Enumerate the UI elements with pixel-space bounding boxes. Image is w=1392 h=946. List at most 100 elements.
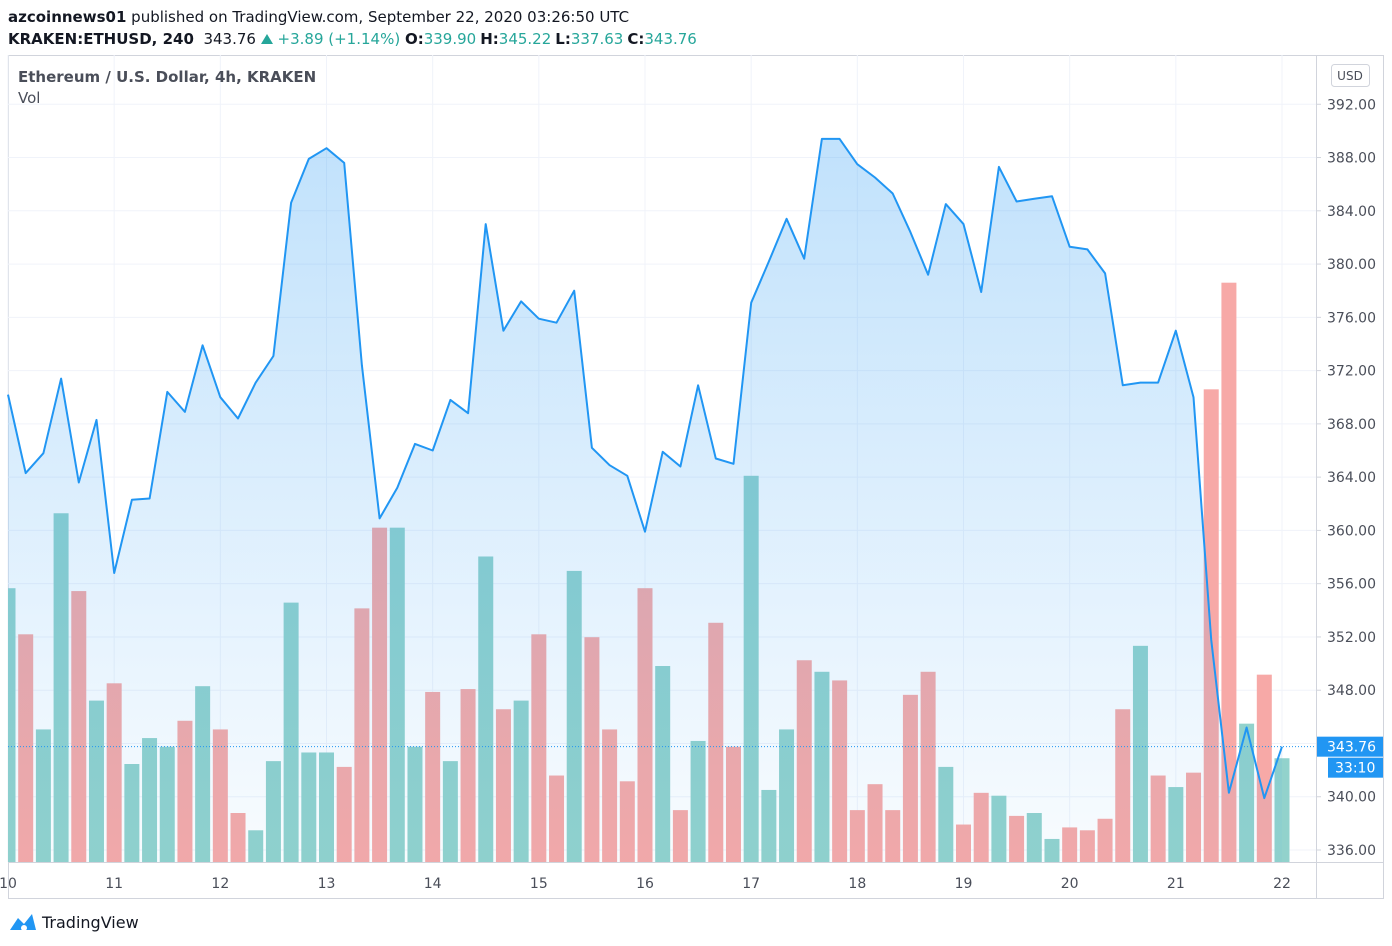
volume-bar <box>495 709 511 862</box>
volume-bar <box>460 689 476 862</box>
volume-bar <box>142 738 158 862</box>
volume-bar <box>442 761 458 862</box>
footer-brand: TradingView <box>41 913 139 932</box>
volume-bar <box>672 810 688 862</box>
volume-bar <box>1026 813 1042 862</box>
volume-bar <box>956 824 971 862</box>
y-tick-label: 392.00 <box>1327 97 1376 113</box>
volume-bar <box>18 634 34 862</box>
change: +3.89 (+1.14%) <box>277 30 401 48</box>
volume-bar <box>1150 775 1166 862</box>
y-tick-label: 348.00 <box>1327 683 1376 699</box>
volume-bar <box>478 556 494 862</box>
ohlc-value: 339.90 <box>423 30 477 48</box>
y-tick-label: 336.00 <box>1327 843 1376 859</box>
volume-bar <box>637 588 653 862</box>
volume-bar <box>708 622 724 862</box>
volume-bar <box>902 694 918 862</box>
volume-bar <box>867 784 883 862</box>
volume-bar <box>1256 674 1272 862</box>
ohlc-label: C: <box>627 30 645 48</box>
x-tick-label: 13 <box>318 876 336 892</box>
x-tick-label: 14 <box>424 876 442 892</box>
volume-bar <box>920 671 936 862</box>
x-tick-label: 11 <box>105 876 123 892</box>
y-tick-label: 368.00 <box>1327 417 1376 433</box>
volume-bar <box>301 752 317 862</box>
x-tick-label: 22 <box>1273 876 1291 892</box>
area-fill <box>8 138 1282 862</box>
y-tick-label: 384.00 <box>1327 204 1376 220</box>
ohlc-value: 343.76 <box>644 30 697 48</box>
currency-button[interactable] <box>1331 64 1370 87</box>
x-tick-label: 20 <box>1061 876 1079 892</box>
y-tick-label: 356.00 <box>1327 577 1376 593</box>
author: azcoinnews01 <box>8 8 127 26</box>
volume-bar <box>602 729 618 862</box>
volume-bar <box>1168 787 1184 862</box>
volume-bar <box>743 475 759 862</box>
volume-bar <box>1203 389 1219 862</box>
ohlc-label: O: <box>404 30 424 48</box>
volume-bar <box>761 789 777 862</box>
x-tick-label: 21 <box>1167 876 1185 892</box>
legend-vol: Vol <box>18 89 40 107</box>
volume-bar <box>248 830 264 862</box>
volume-bar <box>1115 709 1131 862</box>
volume-bar <box>8 588 16 862</box>
quote-line: KRAKEN:ETHUSD, 240 343.76 +3.89 (+1.14%)… <box>8 28 701 50</box>
volume-bar <box>725 746 741 862</box>
volume-bar <box>124 764 140 862</box>
x-tick-label: 15 <box>530 876 548 892</box>
ohlc: O:339.90 H:345.22 L:337.63 C:343.76 <box>405 30 701 48</box>
x-tick-label: 17 <box>742 876 760 892</box>
volume-bar <box>1186 772 1202 862</box>
currency[interactable]: USD <box>1337 69 1363 83</box>
volume-bar <box>1097 818 1113 862</box>
y-tick-label: 372.00 <box>1327 364 1376 380</box>
volume-bar <box>1044 838 1060 862</box>
last-price-box <box>1317 736 1383 757</box>
x-tick-label: 16 <box>636 876 654 892</box>
volume-bar <box>407 746 423 862</box>
x-tick-label: 12 <box>211 876 229 892</box>
volume-bar <box>655 666 671 862</box>
volume-bar <box>619 781 635 862</box>
volume-bar <box>265 761 281 862</box>
y-tick-label: 360.00 <box>1327 523 1376 539</box>
volume-bar <box>319 752 334 862</box>
volume-bar <box>1062 827 1078 862</box>
symbol: KRAKEN:ETHUSD, 240 <box>8 30 194 48</box>
ohlc-label: L: <box>555 30 571 48</box>
volume-bar <box>938 766 954 862</box>
volume-bar <box>177 720 193 862</box>
volume-bar <box>159 746 175 862</box>
volume-bar <box>1009 815 1025 862</box>
volume-bar <box>549 775 565 862</box>
volume-bar <box>230 813 246 862</box>
volume-bar <box>372 527 388 862</box>
publish-line: azcoinnews01 published on TradingView.co… <box>8 6 701 28</box>
y-tick-label: 380.00 <box>1327 257 1376 273</box>
volume-bar <box>283 602 299 862</box>
volume-bar <box>1221 282 1237 862</box>
x-tick-label: 18 <box>848 876 866 892</box>
volume-bar <box>389 527 405 862</box>
x-tick-label: 10 <box>0 876 17 892</box>
volume-bar <box>35 729 51 862</box>
volume-bar <box>973 792 989 862</box>
up-arrow <box>260 34 273 44</box>
y-tick-label: 344.00 <box>1327 736 1376 752</box>
volume-bar <box>513 700 529 862</box>
ohlc-value: 337.63 <box>570 30 624 48</box>
countdown-box <box>1328 757 1383 778</box>
volume-bar <box>566 570 582 862</box>
volume-bar <box>1079 830 1095 862</box>
volume-bar <box>779 729 795 862</box>
price-line <box>7 137 1283 800</box>
logo <box>10 914 36 931</box>
volume-bar <box>53 513 69 862</box>
y-tick-label: 376.00 <box>1327 310 1376 326</box>
last: 343.76 <box>203 30 256 48</box>
y-tick-label: 388.00 <box>1327 151 1376 167</box>
